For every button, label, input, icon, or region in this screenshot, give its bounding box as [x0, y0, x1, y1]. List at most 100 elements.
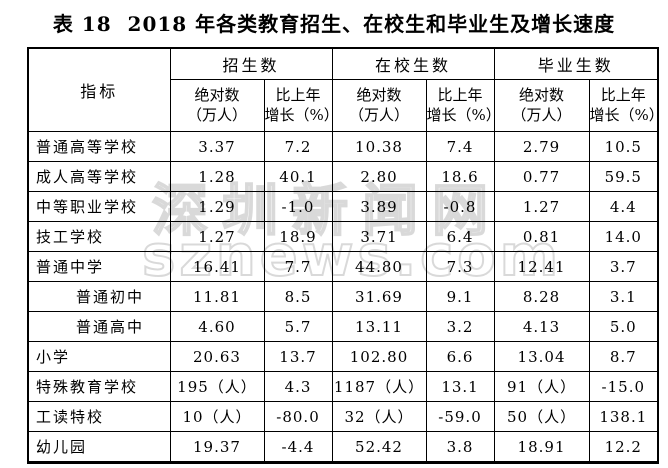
column-header-abs-students: 绝对数 （万人） [331, 79, 427, 132]
subheader-line: 增长（%） [426, 105, 501, 124]
table-row: 工读特校 10（人） -80.0 32（人） -59.0 50（人） 138.1 [27, 401, 659, 432]
value-cell: 3.37 [169, 131, 265, 162]
value-cell: 31.69 [331, 281, 427, 312]
value-cell: 13.11 [331, 311, 427, 342]
value-cell: 1.27 [169, 221, 265, 252]
subheader-line: 增长（%） [589, 105, 664, 124]
table-row: 普通中学 16.41 7.7 44.80 7.3 12.41 3.7 [27, 251, 659, 282]
column-group-graduates: 毕业生数 [493, 47, 659, 80]
value-cell: 12.2 [588, 431, 659, 463]
value-cell: 40.1 [263, 161, 333, 192]
value-cell: 7.4 [425, 131, 495, 162]
value-cell: 3.89 [331, 191, 427, 222]
column-header-abs-graduates: 绝对数 （万人） [493, 79, 590, 132]
indicator-cell: 技工学校 [27, 221, 171, 252]
value-cell: 44.80 [331, 251, 427, 282]
subheader-line: 比上年 [437, 86, 483, 104]
value-cell: 6.6 [425, 341, 495, 372]
value-cell: -15.0 [588, 371, 659, 402]
indicator-cell: 普通高中 [27, 311, 171, 342]
value-cell: 13.7 [263, 341, 333, 372]
value-cell: 9.1 [425, 281, 495, 312]
value-cell: 1187（人） [331, 371, 427, 402]
column-group-enrollment: 招生数 [169, 47, 333, 80]
value-cell: 7.3 [425, 251, 495, 282]
value-cell: 32（人） [331, 401, 427, 432]
value-cell: 2.79 [493, 131, 590, 162]
column-header-growth-enrollment: 比上年 增长（%） [263, 79, 339, 132]
value-cell: -4.4 [263, 431, 333, 463]
value-cell: 20.63 [169, 341, 265, 372]
indicator-cell: 普通高等学校 [27, 131, 171, 162]
value-cell: 19.37 [169, 431, 265, 463]
education-stats-table: 指标 招生数 在校生数 毕业生数 绝对数 （万人） 比上年 增长（%） 绝对数 … [27, 47, 664, 464]
table-row: 幼儿园 19.37 -4.4 52.42 3.8 18.91 12.2 [27, 431, 659, 463]
indicator-cell: 特殊教育学校 [27, 371, 171, 402]
value-cell: 14.0 [588, 221, 659, 252]
table-title: 表 18 2018 年各类教育招生、在校生和毕业生及增长速度 [52, 12, 616, 36]
subheader-line: （万人） [186, 105, 247, 124]
indicator-cell: 普通初中 [27, 281, 171, 312]
table-row: 特殊教育学校 195（人） 4.3 1187（人） 13.1 91（人） -15… [27, 371, 659, 402]
value-cell: 13.04 [493, 341, 590, 372]
table-row: 技工学校 1.27 18.9 3.71 6.4 0.81 14.0 [27, 221, 659, 252]
column-header-indicator: 指标 [27, 47, 171, 132]
value-cell: 50（人） [493, 401, 590, 432]
column-header-abs-enrollment: 绝对数 （万人） [169, 79, 265, 132]
value-cell: 10.5 [588, 131, 659, 162]
table-row: 普通高等学校 3.37 7.2 10.38 7.4 2.79 10.5 [27, 131, 659, 162]
value-cell: 59.5 [588, 161, 659, 192]
value-cell: 18.6 [425, 161, 495, 192]
value-cell: 8.5 [263, 281, 333, 312]
value-cell: 8.7 [588, 341, 659, 372]
value-cell: 16.41 [169, 251, 265, 282]
table-row: 小学 20.63 13.7 102.80 6.6 13.04 8.7 [27, 341, 659, 372]
value-cell: 6.4 [425, 221, 495, 252]
value-cell: 18.9 [263, 221, 333, 252]
subheader-line: 比上年 [600, 86, 646, 104]
indicator-cell: 工读特校 [27, 401, 171, 432]
value-cell: 3.71 [331, 221, 427, 252]
value-cell: 10（人） [169, 401, 265, 432]
indicator-cell: 普通中学 [27, 251, 171, 282]
value-cell: 7.2 [263, 131, 333, 162]
value-cell: 10.38 [331, 131, 427, 162]
value-cell: 195（人） [169, 371, 265, 402]
value-cell: 138.1 [588, 401, 659, 432]
subheader-line: 绝对数 [356, 86, 402, 104]
value-cell: 13.1 [425, 371, 495, 402]
table-row: 成人高等学校 1.28 40.1 2.80 18.6 0.77 59.5 [27, 161, 659, 192]
value-cell: 1.28 [169, 161, 265, 192]
subheader-line: 增长（%） [264, 105, 339, 124]
indicator-cell: 中等职业学校 [27, 191, 171, 222]
value-cell: 102.80 [331, 341, 427, 372]
value-cell: 3.2 [425, 311, 495, 342]
table-row: 中等职业学校 1.29 -1.0 3.89 -0.8 1.27 4.4 [27, 191, 659, 222]
value-cell: 4.13 [493, 311, 590, 342]
value-cell: 3.7 [588, 251, 659, 282]
value-cell: 4.3 [263, 371, 333, 402]
value-cell: 18.91 [493, 431, 590, 463]
value-cell: 7.7 [263, 251, 333, 282]
indicator-cell: 成人高等学校 [27, 161, 171, 192]
table-row: 普通高中 4.60 5.7 13.11 3.2 4.13 5.0 [27, 311, 659, 342]
value-cell: 0.77 [493, 161, 590, 192]
subheader-line: （万人） [511, 105, 572, 124]
value-cell: -80.0 [263, 401, 333, 432]
value-cell: 0.81 [493, 221, 590, 252]
value-cell: 4.4 [588, 191, 659, 222]
value-cell: 2.80 [331, 161, 427, 192]
value-cell: 91（人） [493, 371, 590, 402]
column-group-students: 在校生数 [331, 47, 495, 80]
value-cell: 3.1 [588, 281, 659, 312]
value-cell: 5.7 [263, 311, 333, 342]
column-header-growth-graduates: 比上年 增长（%） [588, 79, 664, 132]
indicator-cell: 小学 [27, 341, 171, 372]
value-cell: 12.41 [493, 251, 590, 282]
value-cell: 8.28 [493, 281, 590, 312]
value-cell: 1.27 [493, 191, 590, 222]
table-row: 普通初中 11.81 8.5 31.69 9.1 8.28 3.1 [27, 281, 659, 312]
value-cell: 11.81 [169, 281, 265, 312]
value-cell: -59.0 [425, 401, 495, 432]
